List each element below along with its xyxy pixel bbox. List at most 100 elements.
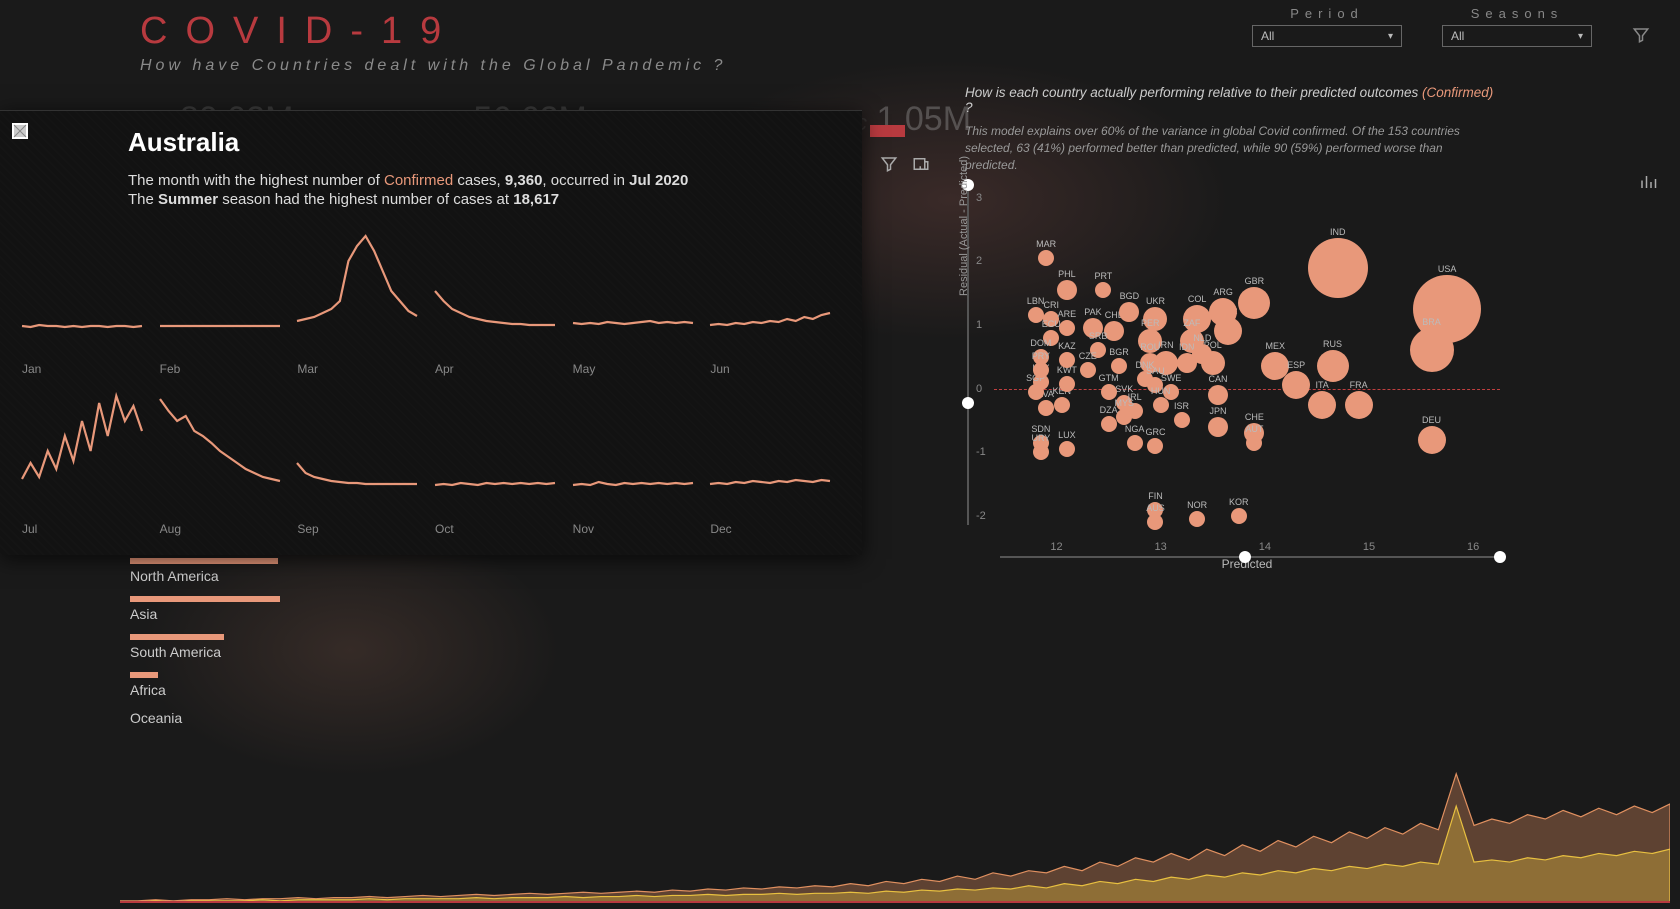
scatter-bubble[interactable] [1345,391,1373,419]
scatter-bubble[interactable] [1119,302,1139,322]
scatter-bubble[interactable] [1282,371,1310,399]
tooltip-country: Australia [128,127,844,158]
scatter-bubble[interactable] [1308,238,1368,298]
scatter-bubble[interactable] [1059,352,1075,368]
scatter-bubble[interactable] [1033,362,1049,378]
y-tick: 1 [976,319,982,331]
scatter-bubble[interactable] [1059,376,1075,392]
scatter-bubble[interactable] [1143,307,1167,331]
sparkline-month-label: May [573,362,596,376]
scatter-bubble[interactable] [1043,311,1059,327]
seasons-dropdown[interactable]: All ▾ [1442,25,1592,47]
sparkline-month-label: Jun [710,362,729,376]
scatter-bubble[interactable] [1183,305,1211,333]
scatter-bubble[interactable] [1209,298,1237,326]
scatter-bubble[interactable] [1038,250,1054,266]
bubble-label: FIN [1148,491,1163,501]
chart-type-icon[interactable] [1636,170,1660,199]
sparkline-month-label: Jul [22,522,37,536]
continent-label: South America [130,644,330,660]
bubble-label: JPN [1209,406,1226,416]
scatter-bubble[interactable] [1083,318,1103,338]
bubble-label: PRT [1094,271,1112,281]
slider-knob[interactable] [1239,551,1251,563]
scatter-bubble[interactable] [1231,508,1247,524]
scatter-bubble[interactable] [1208,385,1228,405]
scatter-bubble[interactable] [1238,287,1270,319]
bubble-label: MAR [1036,239,1056,249]
scatter-bubble[interactable] [1208,417,1228,437]
scatter-bubble[interactable] [1095,282,1111,298]
slider-knob[interactable] [1494,551,1506,563]
sparkline-month-label: Jan [22,362,41,376]
sparkline-month-label: Sep [297,522,318,536]
scatter-bubble[interactable] [1033,444,1049,460]
dashboard-title: COVID-19 [140,10,726,53]
scatter-bubble[interactable] [1138,329,1162,353]
scatter-bubble[interactable] [1111,358,1127,374]
scatter-bubble[interactable] [1101,416,1117,432]
bubble-label: NOR [1187,500,1207,510]
x-range-slider[interactable] [1000,549,1500,565]
bubble-label: KOR [1229,497,1249,507]
sparkline-cell: Nov [569,386,707,536]
scatter-bubble[interactable] [1028,307,1044,323]
bubble-label: MEX [1265,341,1285,351]
continent-label: Africa [130,682,330,698]
bubble-label: USA [1438,264,1457,274]
dashboard-subtitle: How have Countries dealt with the Global… [140,57,726,75]
sparkline-month-label: Apr [435,362,454,376]
scatter-bubble[interactable] [1028,384,1044,400]
bubble-label: ARG [1213,287,1233,297]
scatter-bubble[interactable] [1101,384,1117,400]
filter-icon[interactable] [1632,26,1650,49]
continent-item[interactable]: North America [130,558,330,584]
scatter-bubble[interactable] [1192,344,1212,364]
scatter-bubble[interactable] [1246,435,1262,451]
bubble-label: LBN [1027,296,1045,306]
filter-icon[interactable] [880,155,898,178]
scatter-bubble[interactable] [1308,391,1336,419]
scatter-bubble[interactable] [1080,362,1096,378]
scatter-bubble[interactable] [1147,438,1163,454]
bubble-label: CAN [1208,374,1227,384]
sparkline-cell: Sep [293,386,431,536]
sparkline-month-label: Dec [710,522,731,536]
scatter-bubble[interactable] [1147,377,1163,393]
scatter-bubble[interactable] [1317,350,1349,382]
scatter-bubble[interactable] [1038,400,1054,416]
bubble-label: IND [1330,227,1346,237]
residual-scatter-chart[interactable]: Residual (Actual - Predicted) Predicted … [994,185,1500,535]
scatter-bubble[interactable] [1043,330,1059,346]
scatter-bubble[interactable] [1418,426,1446,454]
continent-item[interactable]: Oceania [130,710,330,726]
scatter-bubble[interactable] [1059,320,1075,336]
period-dropdown[interactable]: All ▾ [1252,25,1402,47]
continent-item[interactable]: Africa [130,672,330,698]
scatter-bubble[interactable] [1057,280,1077,300]
period-value: All [1261,29,1274,43]
scatter-bubble[interactable] [1116,409,1132,425]
bubble-label: ISR [1174,401,1189,411]
scatter-bubble[interactable] [1104,321,1124,341]
scatter-bubble[interactable] [1127,435,1143,451]
continent-item[interactable]: Asia [130,596,330,622]
sparkline-month-label: Feb [160,362,181,376]
bubble-label: COL [1188,294,1207,304]
chevron-down-icon: ▾ [1578,31,1583,42]
sparkline-month-label: Oct [435,522,454,536]
bubble-label: PHL [1058,269,1076,279]
scatter-bubble[interactable] [1174,412,1190,428]
focus-mode-icon[interactable] [912,155,930,178]
timeline-area-chart[interactable] [120,763,1670,903]
continent-bar [130,634,224,640]
scatter-bubble[interactable] [1410,328,1454,372]
scatter-bubble[interactable] [1054,397,1070,413]
continent-item[interactable]: South America [130,634,330,660]
scatter-bubble[interactable] [1090,342,1106,358]
scatter-bubble[interactable] [1153,397,1169,413]
scatter-bubble[interactable] [1189,511,1205,527]
scatter-bubble[interactable] [1147,514,1163,530]
scatter-bubble[interactable] [1059,441,1075,457]
slider-knob[interactable] [962,397,974,409]
